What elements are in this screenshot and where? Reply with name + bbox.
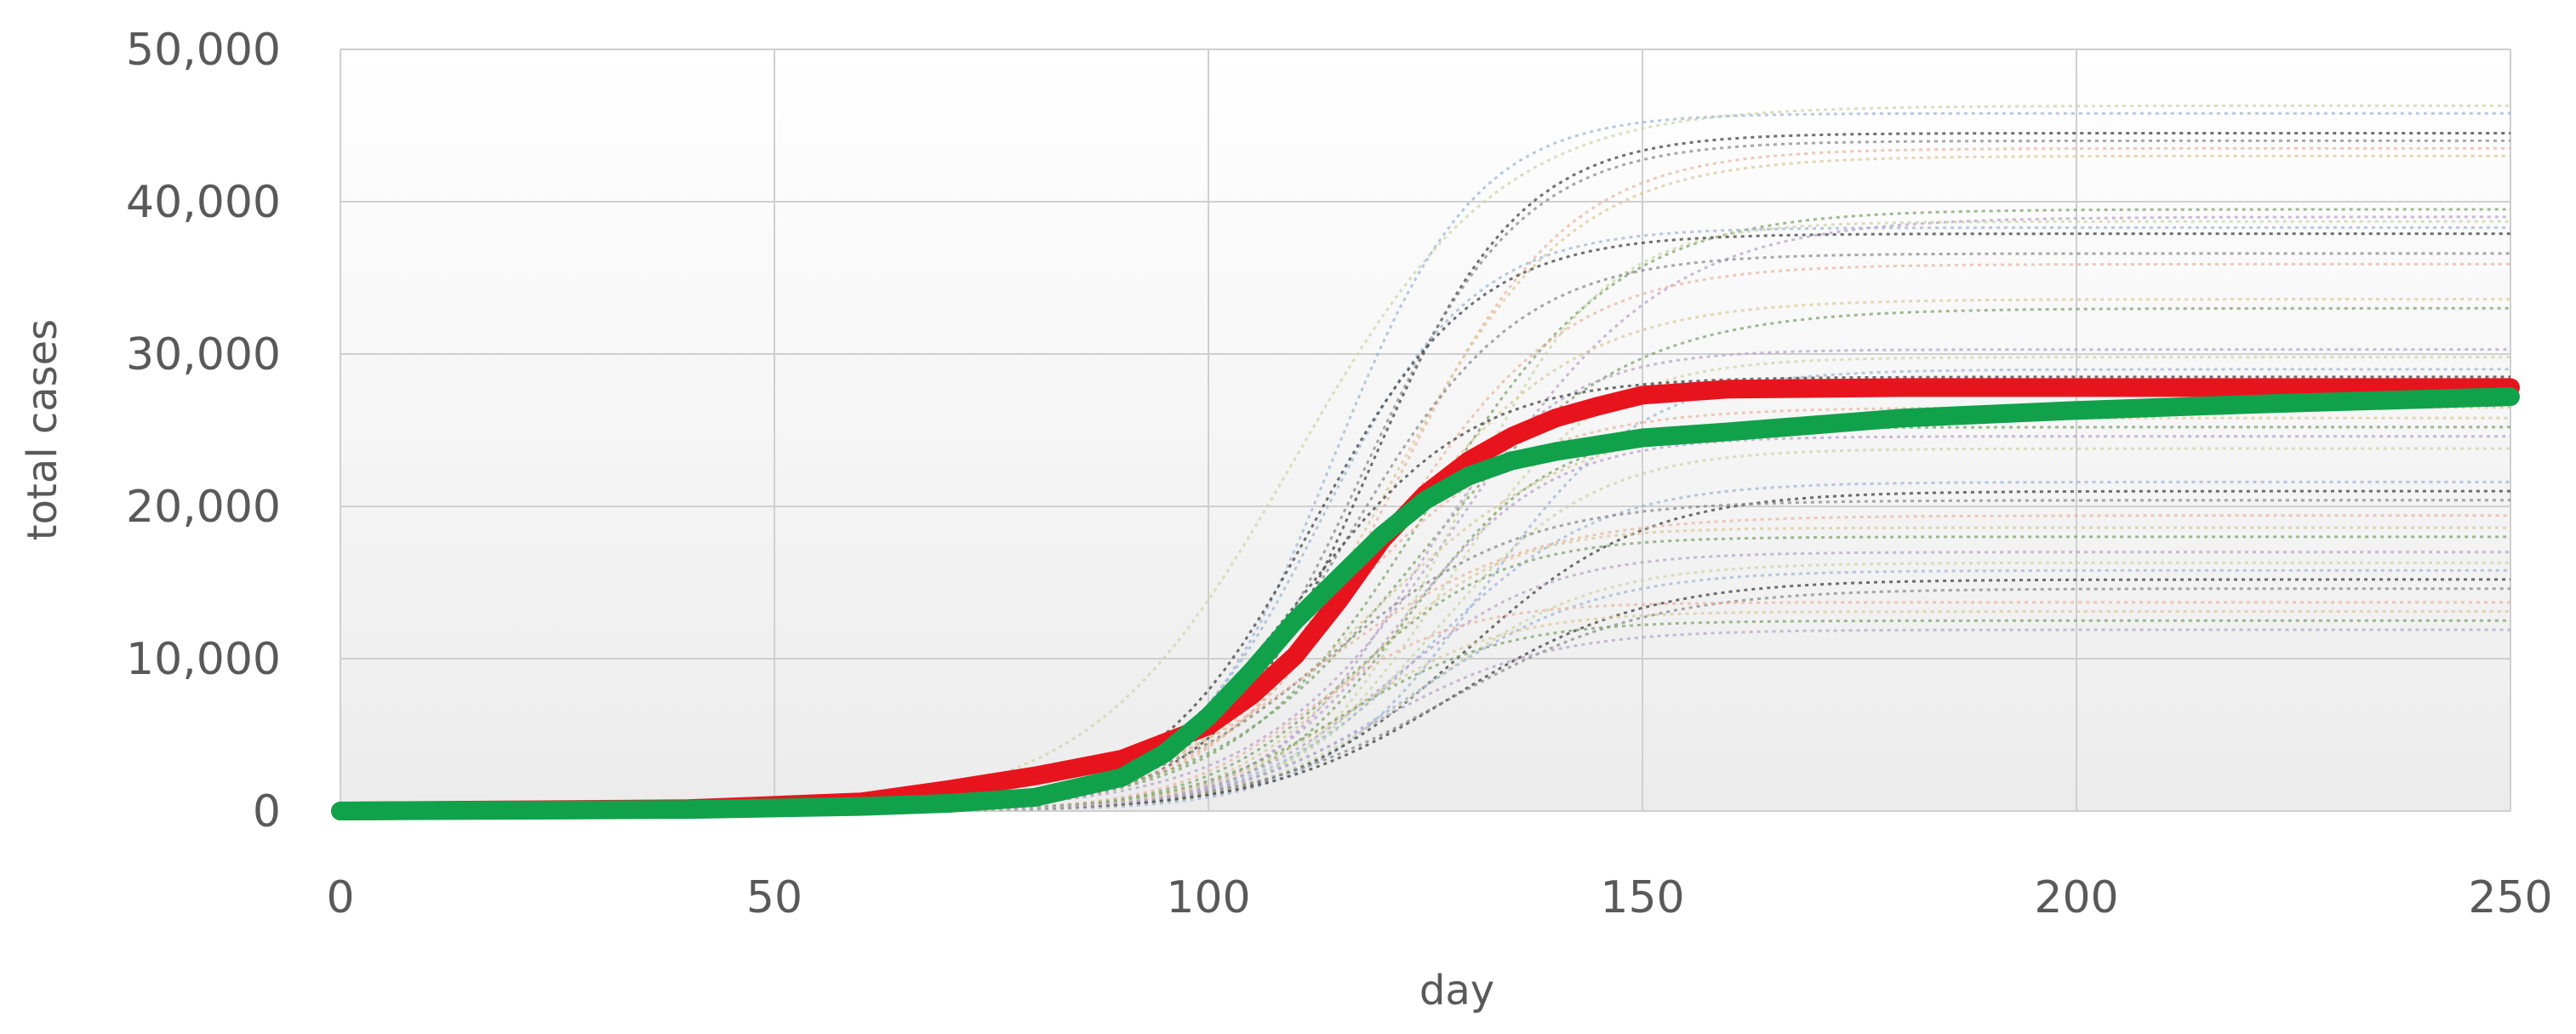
x-tick-label: 0 [326, 872, 354, 923]
main-series-lines [331, 378, 2520, 820]
y-tick-label: 10,000 [126, 634, 281, 685]
y-axis-title: total cases [19, 319, 66, 540]
y-tick-label: 50,000 [126, 25, 281, 76]
x-tick-label: 200 [2034, 872, 2118, 923]
x-tick-label: 150 [1600, 872, 1684, 923]
series-line [331, 387, 2520, 820]
x-tick-label: 250 [2468, 872, 2552, 923]
y-tick-label: 30,000 [126, 329, 281, 380]
tick-labels: 0 10,000 20,000 30,000 40,000 50,000 0 50 100 150… [126, 25, 2553, 923]
x-axis-title: day [1419, 967, 1494, 1014]
x-tick-label: 100 [1166, 872, 1250, 923]
y-tick-label: 0 [253, 786, 281, 837]
y-tick-label: 40,000 [126, 177, 281, 228]
y-tick-label: 20,000 [126, 482, 281, 533]
plot-area-background [340, 49, 2510, 811]
x-tick-label: 50 [746, 872, 803, 923]
